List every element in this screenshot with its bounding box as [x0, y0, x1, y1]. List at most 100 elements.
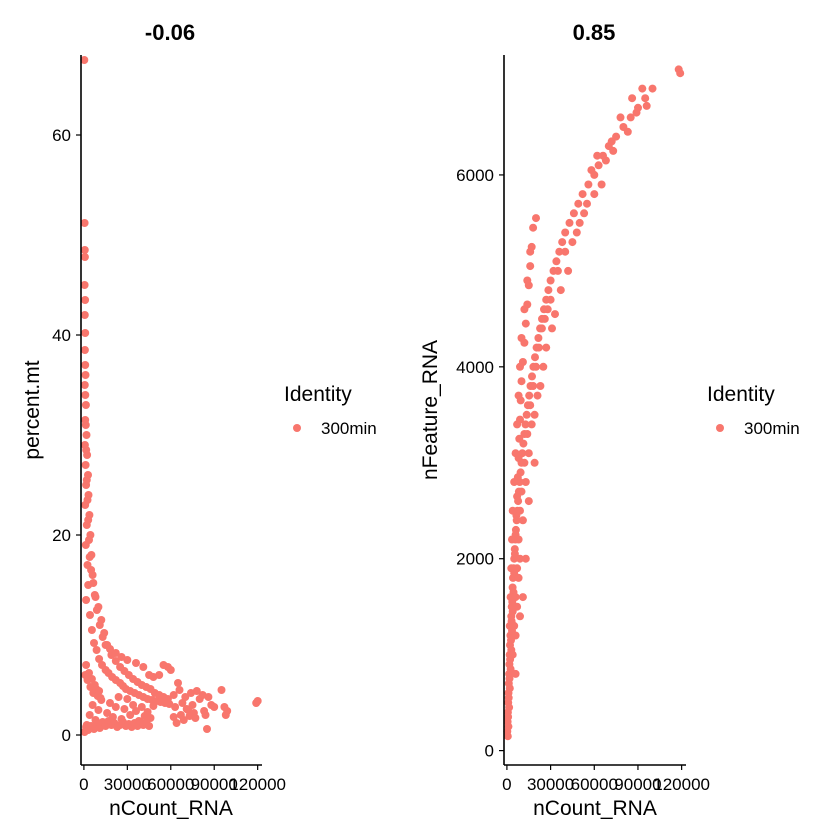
scatter-point — [106, 699, 114, 707]
scatter-point — [149, 702, 158, 710]
scatter-point — [82, 596, 91, 604]
scatter-point — [511, 449, 520, 458]
x-tick-label: 0 — [502, 775, 511, 794]
scatter-point — [528, 372, 536, 381]
scatter-point — [169, 691, 178, 699]
scatter-point — [531, 353, 539, 362]
y-tick-label: 0 — [62, 726, 71, 745]
scatter-point — [548, 324, 556, 333]
scatter-point — [518, 593, 527, 602]
scatter-point — [217, 686, 226, 694]
scatter-point — [532, 362, 540, 371]
scatter-point — [607, 137, 616, 146]
scatter-point — [85, 553, 94, 561]
scatter-point — [594, 161, 603, 170]
scatter-point — [628, 94, 637, 103]
scatter-point — [520, 305, 529, 314]
scatter-point — [95, 687, 104, 695]
scatter-point — [159, 661, 168, 669]
legend-key — [293, 424, 301, 432]
scatter-point — [513, 420, 522, 429]
scatter-point — [101, 641, 110, 649]
scatter-point — [80, 281, 89, 289]
scatter-point — [584, 180, 593, 189]
scatter-point — [561, 247, 570, 256]
scatter-point — [527, 420, 536, 429]
x-tick-label: 60000 — [571, 775, 618, 794]
scatter-point — [223, 707, 232, 715]
y-tick-label: 40 — [52, 326, 71, 345]
scatter-point — [516, 554, 524, 563]
scatter-point — [80, 253, 89, 261]
scatter-point — [516, 506, 524, 515]
scatter-point — [88, 701, 97, 709]
scatter-point — [526, 262, 535, 271]
scatter-point — [111, 657, 120, 665]
scatter-point — [137, 703, 146, 711]
scatter-point — [174, 679, 182, 687]
scatter-point — [80, 381, 89, 389]
scatter-point — [521, 420, 530, 429]
scatter-point — [514, 573, 523, 582]
legend: Identity 300min — [707, 383, 800, 438]
scatter-point — [590, 190, 599, 199]
scatter-point — [503, 732, 512, 741]
x-tick-label: 30000 — [527, 775, 574, 794]
scatter-point — [536, 382, 545, 390]
scatter-point — [83, 496, 92, 504]
scatter-point — [587, 166, 596, 175]
scatter-point — [518, 516, 527, 525]
scatter-point — [601, 156, 610, 165]
scatter-point — [510, 478, 519, 486]
scatter-point — [111, 649, 120, 657]
scatter-point — [623, 127, 632, 136]
scatter-point — [529, 382, 538, 390]
scatter-point — [82, 446, 91, 454]
scatter-point — [638, 84, 647, 93]
scatter-point — [564, 266, 573, 275]
scatter-point — [583, 199, 591, 208]
scatter-point — [87, 566, 96, 574]
scatter-point — [506, 655, 515, 664]
scatter-point — [505, 684, 514, 693]
scatter-point — [253, 697, 262, 705]
scatter-point — [145, 671, 154, 679]
scatter-point — [188, 701, 197, 709]
scatter-point — [132, 659, 140, 667]
scatter-point — [145, 722, 154, 730]
scatter-points — [503, 65, 685, 741]
scatter-point — [82, 661, 91, 669]
scatter-point — [524, 497, 533, 506]
scatter-point — [172, 719, 181, 727]
scatter-point — [510, 549, 519, 558]
scatter-point — [517, 377, 526, 386]
scatter-point — [533, 391, 542, 400]
scatter-point — [132, 707, 140, 715]
scatter-point — [81, 401, 90, 409]
scatter-point — [526, 401, 535, 410]
y-axis-ticks: 0 2000 4000 6000 — [456, 166, 504, 761]
scatter-point — [514, 391, 523, 400]
scatter-point — [94, 603, 103, 611]
scatter-point — [97, 616, 106, 624]
scatter-point — [593, 151, 602, 160]
scatter-point — [181, 693, 190, 701]
scatter-point — [82, 476, 91, 484]
scatter-point — [568, 238, 577, 247]
scatter-point — [507, 617, 516, 626]
scatter-point — [626, 113, 635, 122]
scatter-point — [648, 84, 657, 93]
scatter-point — [504, 713, 513, 721]
scatter-point — [139, 663, 148, 671]
scatter-point — [523, 430, 532, 438]
scatter-point — [540, 314, 549, 323]
scatter-point — [80, 56, 89, 64]
scatter-points — [80, 56, 262, 736]
scatter-point — [506, 665, 515, 674]
scatter-point — [632, 108, 641, 117]
scatter-point — [517, 334, 526, 342]
scatter-point — [521, 478, 530, 486]
